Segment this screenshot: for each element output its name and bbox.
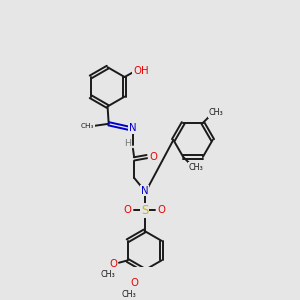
Text: CH₃: CH₃ (188, 163, 203, 172)
Text: S: S (141, 204, 148, 217)
Text: CH₃: CH₃ (101, 271, 116, 280)
Text: O: O (149, 152, 157, 162)
Text: CH₃: CH₃ (208, 108, 223, 117)
Text: O: O (124, 205, 132, 215)
Text: N: N (141, 185, 148, 196)
Text: O: O (130, 278, 138, 288)
Text: H: H (124, 139, 131, 148)
Text: OH: OH (133, 65, 148, 76)
Text: CH₃: CH₃ (122, 290, 136, 298)
Text: CH₃: CH₃ (81, 123, 94, 129)
Text: O: O (109, 259, 117, 269)
Text: O: O (158, 205, 165, 215)
Text: N: N (129, 123, 137, 134)
